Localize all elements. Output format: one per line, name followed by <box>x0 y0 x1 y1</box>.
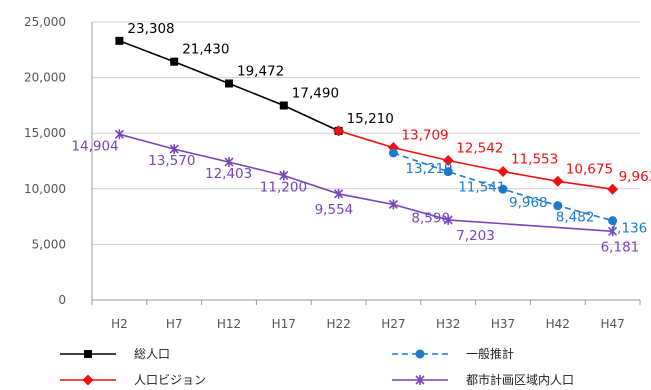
data-point-0 <box>225 79 233 88</box>
legend-label: 都市計画区域内人口 <box>466 372 574 387</box>
x-tick-label: H2 <box>111 317 128 331</box>
legend-label: 総人口 <box>134 347 170 361</box>
x-tick-label: H47 <box>600 317 624 331</box>
data-label: 12,403 <box>205 166 252 182</box>
data-label: 9,963 <box>619 169 651 185</box>
data-point-1 <box>497 166 509 178</box>
series-line-1 <box>338 130 613 190</box>
series-line-3 <box>119 133 613 233</box>
y-tick-label: 0 <box>58 293 66 307</box>
data-label: 10,675 <box>566 161 613 177</box>
data-label: 8,590 <box>411 210 450 226</box>
data-point-2 <box>443 167 453 177</box>
legend-item: 総人口 <box>60 347 170 361</box>
data-point-0 <box>279 101 288 110</box>
series-lines <box>114 36 619 237</box>
data-label: 14,904 <box>71 138 118 154</box>
legend-label: 一般推計 <box>466 346 514 361</box>
data-point-3 <box>608 226 618 237</box>
data-label: 19,472 <box>237 63 284 79</box>
data-label: 11,553 <box>511 152 558 168</box>
legend-swatch-marker <box>82 374 94 386</box>
data-point-0 <box>170 57 179 66</box>
x-tick-label: H37 <box>491 317 515 331</box>
legend-item: 都市計画区域内人口 <box>392 372 574 387</box>
data-point-2 <box>553 201 563 211</box>
data-point-2 <box>608 216 618 226</box>
data-point-3 <box>169 144 179 155</box>
data-point-1 <box>607 183 619 195</box>
data-label: 9,968 <box>509 195 548 211</box>
data-label: 21,430 <box>182 42 229 58</box>
axes: 0 5,000 10,000 15,000 20,000 25,000 H2 H7 H12 H17… <box>24 15 641 331</box>
y-tick-label: 20,000 <box>24 71 66 85</box>
data-label: 23,308 <box>127 21 174 37</box>
y-tick-label: 5,000 <box>32 237 66 251</box>
x-tick-label: H7 <box>166 317 183 331</box>
x-tick-label: H27 <box>381 317 405 331</box>
data-label: 9,554 <box>315 202 354 218</box>
legend-swatch-marker <box>415 349 425 359</box>
legend-swatch-marker <box>415 375 425 385</box>
data-point-3 <box>224 157 234 168</box>
x-tick-label: H12 <box>217 317 241 331</box>
data-label: 7,203 <box>456 228 495 244</box>
data-point-0 <box>115 36 124 45</box>
data-point-2 <box>498 184 508 194</box>
x-tick-label: H32 <box>436 317 460 331</box>
x-tick-label: H22 <box>326 317 350 331</box>
data-point-3 <box>279 170 289 181</box>
x-tick-label: H42 <box>546 317 570 331</box>
data-label: 13,570 <box>148 153 195 169</box>
legend-label: 人口ビジョン <box>134 373 206 387</box>
data-labels: 23,308 21,430 19,472 17,490 15,210 13,709 12,5… <box>71 21 651 255</box>
data-point-1 <box>442 155 454 167</box>
data-label: 13,219 <box>405 161 452 177</box>
data-label: 11,200 <box>260 179 307 195</box>
data-point-3 <box>443 214 453 225</box>
data-label: 12,542 <box>456 141 503 157</box>
data-label: 8,482 <box>556 210 595 226</box>
data-label: 11,541 <box>458 180 505 196</box>
data-point-3 <box>388 199 398 210</box>
data-point-3 <box>114 129 124 140</box>
legend-swatch-marker <box>84 350 92 358</box>
data-point-3 <box>334 188 344 199</box>
data-label: 15,210 <box>347 111 394 127</box>
data-label: 6,181 <box>601 239 640 255</box>
data-label: 17,490 <box>292 86 339 102</box>
data-label: 7,136 <box>609 221 648 237</box>
y-tick-label: 25,000 <box>24 15 66 29</box>
data-label: 13,709 <box>401 128 448 144</box>
y-tick-label: 10,000 <box>24 182 66 196</box>
x-tick-label: H17 <box>272 317 296 331</box>
y-tick-label: 15,000 <box>24 126 66 140</box>
gridlines <box>92 21 640 245</box>
data-point-2 <box>388 148 398 158</box>
legend-item: 人口ビジョン <box>60 373 206 387</box>
data-point-1 <box>333 125 345 137</box>
legend-item: 一般推計 <box>392 346 514 361</box>
data-point-1 <box>552 175 564 187</box>
